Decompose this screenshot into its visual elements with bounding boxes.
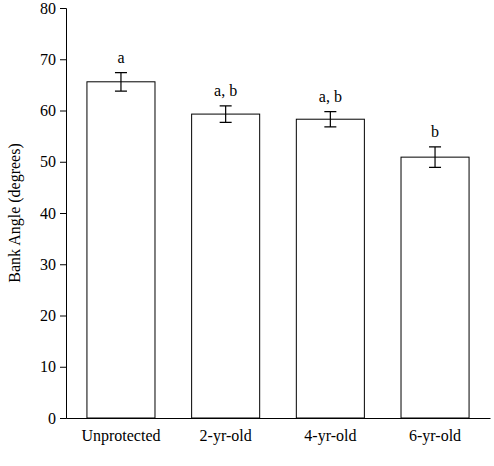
error-bar-line bbox=[429, 147, 441, 168]
y-tick-mark bbox=[60, 162, 66, 163]
bar bbox=[296, 119, 364, 418]
error-bar bbox=[324, 112, 336, 127]
error-bar bbox=[115, 73, 127, 91]
plot: 0 10 20 30 40 50 60 70 80 Unprotected 2-yr-old 4-yr… bbox=[40, 0, 491, 445]
annotation: b bbox=[431, 123, 439, 140]
y-tick-label: 30 bbox=[40, 256, 56, 273]
y-tick: 70 bbox=[40, 51, 66, 68]
y-tick-mark bbox=[60, 213, 66, 214]
error-bar-line bbox=[324, 112, 336, 127]
bar bbox=[192, 114, 260, 418]
y-tick: 40 bbox=[40, 205, 66, 222]
y-tick: 10 bbox=[40, 358, 66, 375]
y-tick-mark bbox=[60, 111, 66, 112]
x-tick-label: Unprotected bbox=[81, 427, 160, 445]
x-tick: 2-yr-old bbox=[200, 418, 252, 445]
bars bbox=[87, 73, 469, 418]
y-tick-mark bbox=[60, 316, 66, 317]
annotation: a, b bbox=[214, 82, 237, 99]
error-bar bbox=[220, 106, 232, 122]
y-tick-label: 70 bbox=[40, 51, 56, 68]
y-tick-label: 80 bbox=[40, 0, 56, 17]
y-tick-label: 50 bbox=[40, 153, 56, 170]
y-tick-mark bbox=[60, 418, 66, 419]
error-bar bbox=[429, 147, 441, 168]
x-tick-label: 6-yr-old bbox=[409, 427, 461, 445]
error-bar-line bbox=[115, 73, 127, 91]
y-tick-label: 40 bbox=[40, 205, 56, 222]
y-tick-mark bbox=[60, 8, 66, 9]
x-tick: 4-yr-old bbox=[304, 418, 356, 445]
y-tick: 0 bbox=[48, 410, 66, 427]
y-tick: 50 bbox=[40, 153, 66, 170]
y-tick: 60 bbox=[40, 102, 66, 119]
y-tick-mark bbox=[60, 264, 66, 265]
chart: 0 10 20 30 40 50 60 70 80 Unprotected 2-yr-old 4-yr… bbox=[0, 0, 494, 466]
y-axis-title: Bank Angle (degrees) bbox=[6, 143, 24, 283]
x-tick: 6-yr-old bbox=[409, 418, 461, 445]
x-axis: Unprotected 2-yr-old 4-yr-old 6-yr-old bbox=[67, 418, 491, 445]
error-bar-line bbox=[220, 106, 232, 122]
x-tick-label: 4-yr-old bbox=[304, 427, 356, 445]
y-tick-mark bbox=[60, 59, 66, 60]
y-axis-line bbox=[60, 9, 67, 419]
x-axis-line bbox=[67, 418, 491, 419]
x-tick-label: 2-yr-old bbox=[200, 427, 252, 445]
bar bbox=[87, 82, 155, 418]
y-tick: 30 bbox=[40, 256, 66, 273]
y-tick: 80 bbox=[40, 0, 66, 17]
y-tick: 20 bbox=[40, 307, 66, 324]
x-tick: Unprotected bbox=[81, 418, 160, 445]
y-tick-mark bbox=[60, 367, 66, 368]
bar bbox=[401, 157, 469, 418]
annotation: a, b bbox=[319, 88, 342, 105]
annotation: a bbox=[117, 49, 124, 66]
y-tick-label: 20 bbox=[40, 307, 56, 324]
y-tick-label: 10 bbox=[40, 358, 56, 375]
y-tick-label: 0 bbox=[48, 410, 56, 427]
y-axis: 0 10 20 30 40 50 60 70 80 bbox=[40, 0, 67, 427]
y-tick-label: 60 bbox=[40, 102, 56, 119]
